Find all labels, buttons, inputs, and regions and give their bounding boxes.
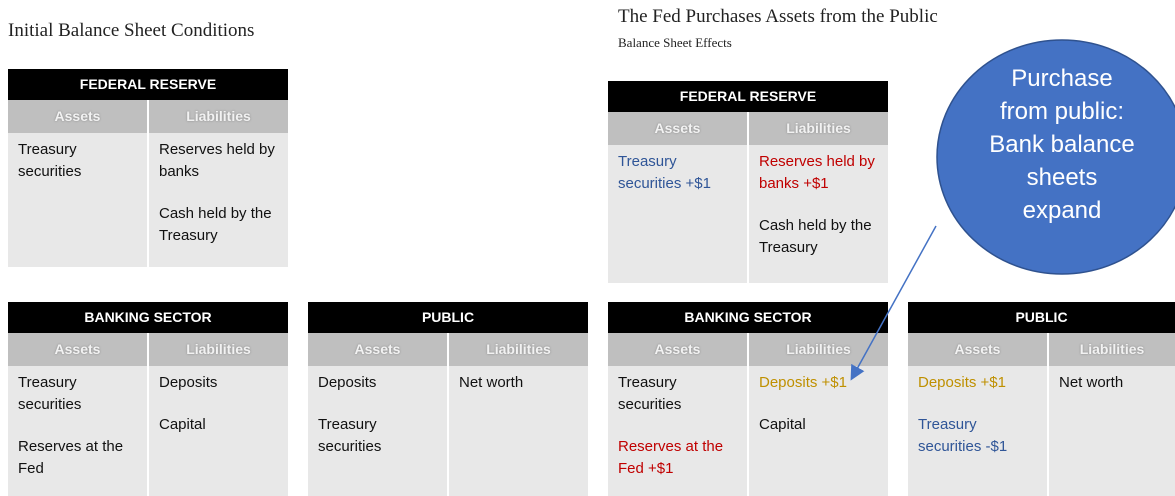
column-headers: Assets Liabilities <box>308 333 588 366</box>
line-item: Deposits <box>318 374 377 391</box>
balance-sheet: BANKING SECTOR Assets Liabilities Treasury … <box>8 302 288 496</box>
column-header: Liabilities <box>449 333 588 366</box>
line-item: Cash held by the Treasury <box>759 217 872 256</box>
column-headers: Assets Liabilities <box>608 112 888 145</box>
liabilities-column: Reserves held by banks Cash held by the T… <box>149 133 288 267</box>
column-header: Liabilities <box>749 333 888 366</box>
line-item: Capital <box>159 416 206 433</box>
line-item: Treasury securities <box>618 374 682 413</box>
liabilities-column: Net worth <box>449 366 588 496</box>
callout-text: Purchase from public: Bank balance sheet… <box>952 62 1172 227</box>
balance-sheet: FEDERAL RESERVE Assets Liabilities Treasury… <box>608 81 888 283</box>
line-item: Net worth <box>459 374 524 391</box>
liabilities-column: Deposits Capital <box>149 366 288 496</box>
column-header: Assets <box>908 333 1047 366</box>
line-item: Net worth <box>1059 374 1124 391</box>
line-item: Treasury securities -$1 <box>918 416 1008 455</box>
liabilities-column: Net worth <box>1049 366 1175 496</box>
assets-column: Treasury securities +$1 <box>608 145 747 283</box>
column-headers: Assets Liabilities <box>608 333 888 366</box>
column-headers: Assets Liabilities <box>908 333 1175 366</box>
line-item: Treasury securities +$1 <box>618 153 711 192</box>
table-title: PUBLIC <box>908 302 1175 333</box>
line-item: Deposits <box>159 374 218 391</box>
callout-line: Purchase <box>1011 65 1113 92</box>
panel-title: Initial Balance Sheet Conditions <box>8 20 255 41</box>
line-item: Reserves at the Fed +$1 <box>618 438 724 477</box>
table-title: BANKING SECTOR <box>608 302 888 333</box>
line-item: Deposits +$1 <box>759 374 847 391</box>
liabilities-column: Deposits +$1 Capital <box>749 366 888 496</box>
assets-column: Treasury securities Reserves at the Fed +… <box>608 366 747 496</box>
column-header: Assets <box>608 112 747 145</box>
table-body: Treasury securities Reserves at the Fed De… <box>8 366 288 496</box>
table-title: FEDERAL RESERVE <box>8 69 288 100</box>
column-headers: Assets Liabilities <box>8 100 288 133</box>
assets-column: Treasury securities Reserves at the Fed <box>8 366 147 496</box>
table-title: FEDERAL RESERVE <box>608 81 888 112</box>
balance-sheet: PUBLIC Assets Liabilities Deposits Treasury … <box>308 302 588 496</box>
column-header: Assets <box>8 333 147 366</box>
table-title: BANKING SECTOR <box>8 302 288 333</box>
callout-line: Bank balance <box>989 131 1135 158</box>
callout-line: sheets <box>1026 164 1098 191</box>
table-body: Treasury securities Reserves at the Fed +… <box>608 366 888 496</box>
balance-sheet: BANKING SECTOR Assets Liabilities Treasury … <box>608 302 888 496</box>
column-header: Liabilities <box>149 333 288 366</box>
table-title: PUBLIC <box>308 302 588 333</box>
column-header: Assets <box>308 333 447 366</box>
table-body: Deposits +$1 Treasury securities -$1 Net w… <box>908 366 1175 496</box>
callout-line: from public: <box>999 98 1125 125</box>
line-item: Reserves held by banks +$1 <box>759 153 875 192</box>
panel-subtitle: Balance Sheet Effects <box>618 35 732 50</box>
balance-sheet: PUBLIC Assets Liabilities Deposits +$1 Treas… <box>908 302 1175 496</box>
liabilities-column: Reserves held by banks +$1 Cash held by t… <box>749 145 888 283</box>
assets-column: Treasury securities <box>8 133 147 267</box>
line-item: Deposits +$1 <box>918 374 1006 391</box>
line-item: Treasury securities <box>18 141 82 180</box>
line-item: Cash held by the Treasury <box>159 205 272 244</box>
table-body: Treasury securities +$1 Reserves held by … <box>608 145 888 283</box>
column-header: Liabilities <box>1049 333 1175 366</box>
column-header: Liabilities <box>749 112 888 145</box>
panel-title: The Fed Purchases Assets from the Public <box>618 6 938 27</box>
callout-line: expand <box>1022 197 1102 224</box>
table-body: Treasury securities Reserves held by bank… <box>8 133 288 267</box>
column-headers: Assets Liabilities <box>8 333 288 366</box>
line-item: Reserves held by banks <box>159 141 275 180</box>
column-header: Assets <box>8 100 147 133</box>
assets-column: Deposits Treasury securities <box>308 366 447 496</box>
balance-sheet: FEDERAL RESERVE Assets Liabilities Treasury… <box>8 69 288 267</box>
assets-column: Deposits +$1 Treasury securities -$1 <box>908 366 1047 496</box>
line-item: Capital <box>759 416 806 433</box>
line-item: Reserves at the Fed <box>18 438 124 477</box>
column-header: Assets <box>608 333 747 366</box>
column-header: Liabilities <box>149 100 288 133</box>
table-body: Deposits Treasury securities Net worth <box>308 366 588 496</box>
line-item: Treasury securities <box>18 374 82 413</box>
line-item: Treasury securities <box>318 416 382 455</box>
